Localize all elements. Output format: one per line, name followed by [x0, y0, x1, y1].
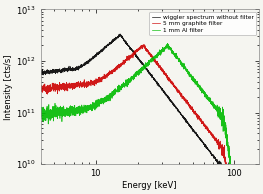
Line: 1 mm Al filter: 1 mm Al filter [41, 44, 259, 194]
5 mm graphite filter [143, 43, 146, 46]
wiggler spectrum without filter [118, 33, 122, 35]
5 mm graphite filter [77, 82, 80, 84]
wiggler spectrum without filter [77, 68, 80, 70]
wiggler spectrum without filter [39, 72, 42, 74]
1 mm Al filter [39, 109, 42, 112]
wiggler spectrum without filter [64, 70, 67, 72]
Y-axis label: Intensity [cts/s]: Intensity [cts/s] [4, 54, 13, 120]
Legend: wiggler spectrum without filter, 5 mm graphite filter, 1 mm Al filter: wiggler spectrum without filter, 5 mm gr… [149, 12, 256, 35]
1 mm Al filter [132, 75, 135, 77]
1 mm Al filter [123, 84, 126, 86]
wiggler spectrum without filter [132, 51, 135, 54]
1 mm Al filter [64, 108, 67, 111]
Line: 5 mm graphite filter: 5 mm graphite filter [41, 44, 259, 194]
X-axis label: Energy [keV]: Energy [keV] [123, 181, 177, 190]
1 mm Al filter [77, 110, 80, 112]
5 mm graphite filter [132, 53, 135, 55]
1 mm Al filter [166, 42, 169, 45]
1 mm Al filter [230, 171, 233, 174]
5 mm graphite filter [39, 87, 42, 89]
Line: wiggler spectrum without filter: wiggler spectrum without filter [41, 34, 259, 194]
5 mm graphite filter [123, 62, 126, 65]
wiggler spectrum without filter [123, 39, 126, 41]
5 mm graphite filter [64, 87, 67, 89]
